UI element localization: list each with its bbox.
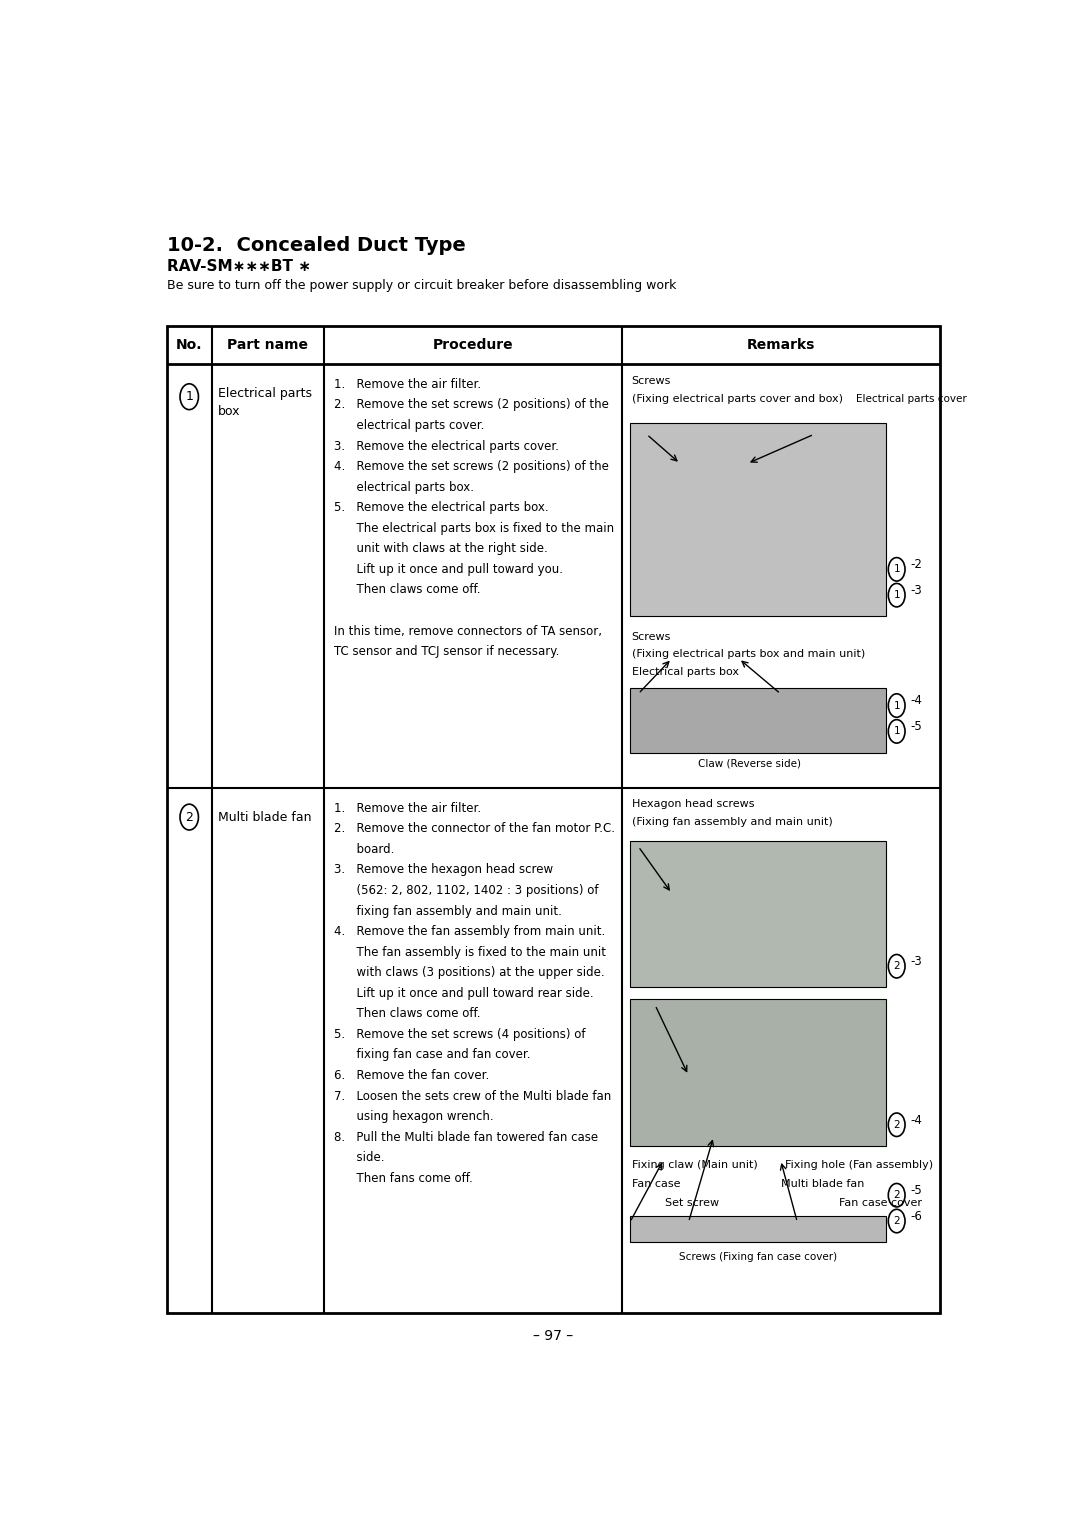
Text: -4: -4 — [910, 694, 922, 708]
Text: 2.   Remove the set screws (2 positions) of the: 2. Remove the set screws (2 positions) o… — [334, 398, 609, 412]
Text: -3: -3 — [910, 955, 922, 968]
Text: The fan assembly is fixed to the main unit: The fan assembly is fixed to the main un… — [334, 946, 606, 959]
Text: Fixing hole (Fan assembly): Fixing hole (Fan assembly) — [785, 1161, 933, 1170]
Text: 2: 2 — [893, 961, 900, 971]
Text: electrical parts box.: electrical parts box. — [334, 480, 474, 494]
Text: 1: 1 — [186, 390, 193, 403]
Text: 2: 2 — [893, 1215, 900, 1226]
Text: Claw (Reverse side): Claw (Reverse side) — [698, 758, 801, 769]
Bar — [630, 999, 886, 1145]
Text: Fan case cover: Fan case cover — [839, 1197, 922, 1208]
Bar — [630, 1217, 886, 1243]
Text: (562: 2, 802, 1102, 1402 : 3 positions) of: (562: 2, 802, 1102, 1402 : 3 positions) … — [334, 884, 598, 897]
Text: 1.   Remove the air filter.: 1. Remove the air filter. — [334, 802, 481, 814]
Text: – 97 –: – 97 – — [534, 1330, 573, 1344]
Text: -2: -2 — [910, 558, 922, 572]
Text: Then fans come off.: Then fans come off. — [334, 1171, 473, 1185]
Text: (Fixing electrical parts box and main unit): (Fixing electrical parts box and main un… — [632, 650, 865, 659]
Text: 2.   Remove the connector of the fan motor P.C.: 2. Remove the connector of the fan motor… — [334, 822, 615, 836]
Text: Screws: Screws — [632, 375, 671, 386]
Bar — [630, 688, 886, 752]
Bar — [630, 422, 886, 616]
Text: Set screw: Set screw — [665, 1197, 719, 1208]
Text: unit with claws at the right side.: unit with claws at the right side. — [334, 543, 548, 555]
Text: The electrical parts box is fixed to the main: The electrical parts box is fixed to the… — [334, 522, 613, 535]
Text: Remarks: Remarks — [746, 339, 815, 352]
Bar — [630, 840, 886, 987]
Text: 4.   Remove the fan assembly from main unit.: 4. Remove the fan assembly from main uni… — [334, 926, 605, 938]
Text: (Fixing electrical parts cover and box): (Fixing electrical parts cover and box) — [632, 395, 842, 404]
Text: 1: 1 — [893, 564, 900, 575]
Text: 2: 2 — [893, 1119, 900, 1130]
Bar — [166, 326, 941, 1313]
Text: fixing fan assembly and main unit.: fixing fan assembly and main unit. — [334, 904, 562, 918]
Text: Electrical parts
box: Electrical parts box — [218, 387, 312, 418]
Text: 1.   Remove the air filter.: 1. Remove the air filter. — [334, 378, 481, 390]
Text: No.: No. — [176, 339, 202, 352]
Text: 5.   Remove the electrical parts box.: 5. Remove the electrical parts box. — [334, 502, 549, 514]
Text: electrical parts cover.: electrical parts cover. — [334, 419, 484, 432]
Text: using hexagon wrench.: using hexagon wrench. — [334, 1110, 494, 1122]
Text: Electrical parts cover: Electrical parts cover — [856, 395, 967, 404]
Text: -5: -5 — [910, 720, 922, 734]
Text: -5: -5 — [910, 1183, 922, 1197]
Text: 6.   Remove the fan cover.: 6. Remove the fan cover. — [334, 1069, 489, 1081]
Text: 7.   Loosen the sets crew of the Multi blade fan: 7. Loosen the sets crew of the Multi bla… — [334, 1089, 611, 1103]
Text: Be sure to turn off the power supply or circuit breaker before disassembling wor: Be sure to turn off the power supply or … — [166, 279, 676, 293]
Text: Procedure: Procedure — [432, 339, 513, 352]
Text: 5.   Remove the set screws (4 positions) of: 5. Remove the set screws (4 positions) o… — [334, 1028, 585, 1042]
Text: RAV-SM∗∗∗BT ∗: RAV-SM∗∗∗BT ∗ — [166, 259, 311, 274]
Text: -4: -4 — [910, 1113, 922, 1127]
Text: TC sensor and TCJ sensor if necessary.: TC sensor and TCJ sensor if necessary. — [334, 645, 559, 659]
Text: Hexagon head screws: Hexagon head screws — [632, 799, 754, 810]
Text: 3.   Remove the hexagon head screw: 3. Remove the hexagon head screw — [334, 863, 553, 877]
Text: fixing fan case and fan cover.: fixing fan case and fan cover. — [334, 1048, 530, 1061]
Text: Multi blade fan: Multi blade fan — [781, 1179, 864, 1190]
Text: -3: -3 — [910, 584, 922, 596]
Text: Lift up it once and pull toward you.: Lift up it once and pull toward you. — [334, 563, 563, 576]
Text: Electrical parts box: Electrical parts box — [632, 666, 739, 677]
Text: board.: board. — [334, 843, 394, 856]
Text: Fan case: Fan case — [632, 1179, 680, 1190]
Text: 3.   Remove the electrical parts cover.: 3. Remove the electrical parts cover. — [334, 439, 558, 453]
Text: Part name: Part name — [227, 339, 308, 352]
Text: Lift up it once and pull toward rear side.: Lift up it once and pull toward rear sid… — [334, 987, 594, 1000]
Text: -6: -6 — [910, 1209, 922, 1223]
Text: side.: side. — [334, 1151, 384, 1164]
Text: Then claws come off.: Then claws come off. — [334, 1008, 481, 1020]
Text: 8.   Pull the Multi blade fan towered fan case: 8. Pull the Multi blade fan towered fan … — [334, 1130, 598, 1144]
Text: (Fixing fan assembly and main unit): (Fixing fan assembly and main unit) — [632, 817, 833, 827]
Text: 1: 1 — [893, 726, 900, 737]
Text: Screws: Screws — [632, 631, 671, 642]
Text: 2: 2 — [186, 811, 193, 824]
Text: 10-2.  Concealed Duct Type: 10-2. Concealed Duct Type — [166, 236, 465, 255]
Text: Screws (Fixing fan case cover): Screws (Fixing fan case cover) — [679, 1252, 837, 1261]
Text: 4.   Remove the set screws (2 positions) of the: 4. Remove the set screws (2 positions) o… — [334, 461, 609, 473]
Text: In this time, remove connectors of TA sensor,: In this time, remove connectors of TA se… — [334, 625, 602, 637]
Text: 1: 1 — [893, 590, 900, 601]
Text: 2: 2 — [893, 1190, 900, 1200]
Text: Multi blade fan: Multi blade fan — [218, 811, 312, 824]
Text: 1: 1 — [893, 700, 900, 711]
Text: Fixing claw (Main unit): Fixing claw (Main unit) — [632, 1161, 757, 1170]
Text: with claws (3 positions) at the upper side.: with claws (3 positions) at the upper si… — [334, 967, 605, 979]
Text: Then claws come off.: Then claws come off. — [334, 584, 481, 596]
